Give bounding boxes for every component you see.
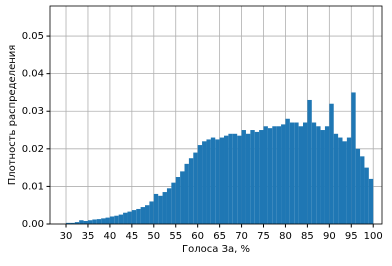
bar: [237, 135, 242, 224]
x-tick-label: 75: [257, 231, 270, 242]
bar: [123, 212, 128, 224]
bar: [83, 220, 88, 224]
bar: [276, 126, 282, 224]
bar: [355, 148, 361, 224]
bar: [197, 145, 203, 224]
bar: [346, 137, 352, 224]
bar: [162, 192, 167, 224]
x-tick-label: 85: [301, 231, 314, 242]
x-tick-label: 70: [235, 231, 248, 242]
y-tick-label: 0.02: [22, 144, 44, 155]
bar: [171, 182, 176, 224]
bar: [351, 92, 356, 224]
bar: [245, 133, 251, 224]
bar: [241, 130, 246, 224]
bar: [184, 163, 189, 224]
x-tick-label: 45: [125, 231, 138, 242]
bar: [232, 133, 238, 224]
x-tick-label: 55: [169, 231, 182, 242]
bar: [364, 167, 369, 224]
bar: [298, 126, 304, 224]
bar: [219, 137, 225, 224]
x-tick-label: 30: [60, 231, 73, 242]
x-axis-label: Голоса За, %: [182, 244, 250, 255]
bar: [210, 137, 216, 224]
bar: [324, 126, 330, 224]
bar: [109, 216, 115, 224]
y-tick-label: 0.04: [22, 69, 44, 80]
bar: [259, 130, 264, 224]
bar: [272, 126, 277, 224]
bar: [202, 141, 207, 224]
x-tick-label: 50: [147, 231, 160, 242]
bar: [79, 220, 84, 224]
bar: [66, 222, 71, 224]
bar: [114, 215, 119, 224]
bar: [158, 195, 163, 224]
bar: [70, 222, 75, 224]
bar: [263, 126, 268, 224]
bar: [267, 128, 273, 224]
bar: [193, 152, 198, 224]
bar: [254, 131, 260, 224]
bar: [294, 122, 299, 224]
bar: [250, 130, 255, 224]
x-tick-label: 90: [323, 231, 336, 242]
x-tick-label: 35: [82, 231, 95, 242]
bar: [166, 188, 172, 224]
bar: [316, 126, 321, 224]
bar: [368, 178, 374, 224]
bar: [289, 122, 295, 224]
y-axis-label: Плотность распределения: [7, 45, 18, 186]
y-tick-label: 0.00: [22, 219, 44, 230]
bar: [127, 211, 132, 224]
bar: [87, 220, 93, 224]
y-tick-label: 0.03: [22, 106, 44, 117]
bar: [360, 156, 365, 224]
bar: [228, 133, 233, 224]
bar: [140, 207, 146, 224]
bar: [285, 118, 290, 224]
x-tick-label: 100: [364, 231, 383, 242]
bar: [307, 99, 312, 224]
bar: [320, 130, 325, 224]
bar: [215, 139, 220, 224]
bar: [338, 137, 343, 224]
bar: [333, 133, 339, 224]
bar: [149, 201, 154, 224]
bar: [206, 139, 211, 224]
bar: [131, 210, 137, 224]
bar: [105, 217, 110, 224]
bar: [188, 158, 194, 224]
bar: [175, 177, 181, 224]
x-tick-label: 80: [279, 231, 292, 242]
bar: [96, 219, 102, 224]
bar: [281, 124, 286, 224]
bar: [74, 222, 80, 224]
x-tick-label: 95: [345, 231, 358, 242]
bar: [118, 214, 124, 224]
bar: [153, 193, 159, 224]
bar: [136, 208, 141, 224]
bar: [342, 141, 347, 224]
bar: [101, 218, 106, 224]
x-tick-label: 60: [191, 231, 204, 242]
bar: [145, 205, 150, 224]
y-tick-label: 0.05: [22, 31, 44, 42]
bar: [92, 219, 97, 224]
y-tick-label: 0.01: [22, 181, 44, 192]
bar: [311, 122, 317, 224]
bar: [224, 135, 229, 224]
bar: [303, 122, 308, 224]
bar: [329, 103, 334, 224]
bar: [180, 171, 185, 224]
x-tick-label: 65: [213, 231, 226, 242]
plot-frame: [49, 5, 383, 225]
x-tick-label: 40: [104, 231, 117, 242]
